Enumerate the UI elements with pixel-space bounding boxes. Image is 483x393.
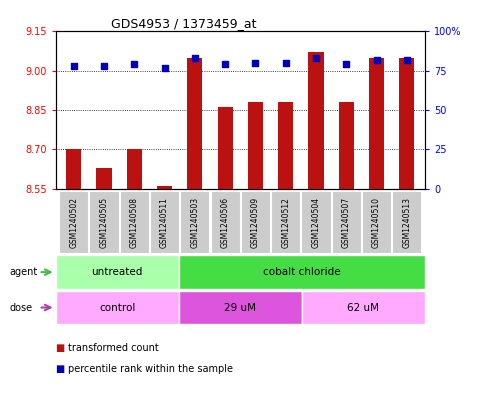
Bar xyxy=(179,255,425,289)
Text: GDS4953 / 1373459_at: GDS4953 / 1373459_at xyxy=(111,17,256,30)
Text: GSM1240509: GSM1240509 xyxy=(251,197,260,248)
Text: GSM1240512: GSM1240512 xyxy=(281,197,290,248)
Point xyxy=(312,55,320,61)
Bar xyxy=(271,191,300,253)
Text: GSM1240507: GSM1240507 xyxy=(342,197,351,248)
Bar xyxy=(211,191,240,253)
Text: agent: agent xyxy=(10,267,38,277)
Point xyxy=(191,55,199,61)
Bar xyxy=(150,191,179,253)
Bar xyxy=(392,191,421,253)
Bar xyxy=(127,149,142,189)
Bar xyxy=(187,58,202,189)
Text: percentile rank within the sample: percentile rank within the sample xyxy=(68,364,233,375)
Bar xyxy=(241,191,270,253)
Point xyxy=(161,64,169,71)
Point xyxy=(282,60,290,66)
Bar xyxy=(278,102,293,189)
Bar xyxy=(89,191,118,253)
Text: GSM1240506: GSM1240506 xyxy=(221,197,229,248)
Point xyxy=(70,63,78,69)
Text: 29 uM: 29 uM xyxy=(224,303,256,312)
Text: GSM1240503: GSM1240503 xyxy=(190,197,199,248)
Text: untreated: untreated xyxy=(91,267,143,277)
Text: ■: ■ xyxy=(56,343,65,353)
Bar xyxy=(339,102,354,189)
Bar xyxy=(180,191,210,253)
Bar xyxy=(217,107,233,189)
Text: GSM1240508: GSM1240508 xyxy=(130,197,139,248)
Text: GSM1240511: GSM1240511 xyxy=(160,197,169,248)
Text: GSM1240504: GSM1240504 xyxy=(312,197,321,248)
Text: dose: dose xyxy=(10,303,33,312)
Bar xyxy=(332,191,361,253)
Point xyxy=(130,61,138,68)
Point xyxy=(252,60,259,66)
Bar xyxy=(59,191,88,253)
Text: cobalt chloride: cobalt chloride xyxy=(263,267,341,277)
Point xyxy=(100,63,108,69)
Text: GSM1240505: GSM1240505 xyxy=(99,197,109,248)
Bar xyxy=(66,149,81,189)
Bar xyxy=(362,191,391,253)
Text: transformed count: transformed count xyxy=(68,343,158,353)
Bar xyxy=(120,191,149,253)
Bar xyxy=(56,255,179,289)
Text: GSM1240510: GSM1240510 xyxy=(372,197,381,248)
Bar xyxy=(56,291,179,324)
Bar xyxy=(302,291,425,324)
Text: GSM1240502: GSM1240502 xyxy=(69,197,78,248)
Bar xyxy=(97,168,112,189)
Bar xyxy=(399,58,414,189)
Bar xyxy=(179,291,302,324)
Point xyxy=(403,57,411,63)
Bar xyxy=(157,186,172,189)
Text: control: control xyxy=(99,303,135,312)
Bar xyxy=(309,52,324,189)
Bar xyxy=(248,102,263,189)
Text: ■: ■ xyxy=(56,364,65,375)
Point xyxy=(221,61,229,68)
Text: GSM1240513: GSM1240513 xyxy=(402,197,412,248)
Text: 62 uM: 62 uM xyxy=(347,303,380,312)
Bar xyxy=(301,191,330,253)
Bar xyxy=(369,58,384,189)
Point xyxy=(373,57,381,63)
Point xyxy=(342,61,350,68)
